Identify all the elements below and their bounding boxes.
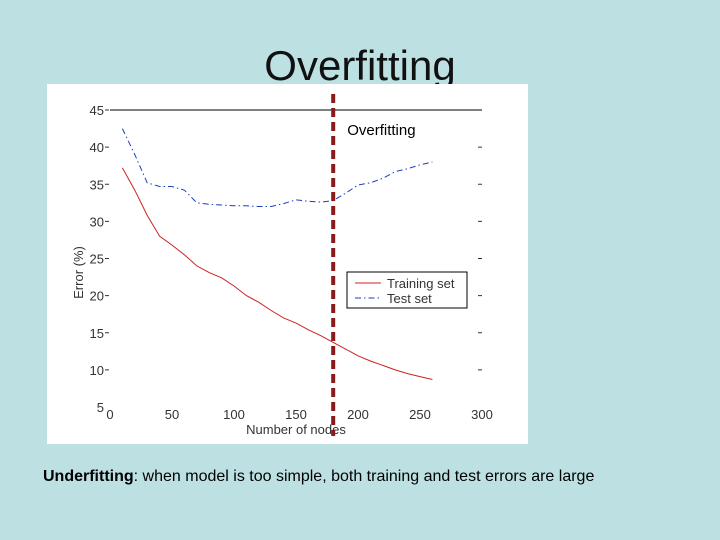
y-tick-label: 15 [90, 326, 104, 341]
y-tick-label: 5 [97, 400, 104, 415]
error-chart: 5 10 15 20 25 30 35 40 45 0 50 100 150 200 250 300 Numbe… [71, 94, 493, 437]
x-tick-label: 50 [165, 407, 179, 422]
x-tick-label: 200 [347, 407, 369, 422]
axes: 5 10 15 20 25 30 35 40 45 0 50 100 150 200 250 300 Numbe… [71, 103, 493, 437]
annotation-layer: Overfitting [331, 94, 416, 436]
y-tick-label: 45 [90, 103, 104, 118]
slide-title: Overfitting [264, 42, 456, 89]
chart-figure: 5 10 15 20 25 30 35 40 45 0 50 100 150 200 250 300 Numbe… [47, 84, 528, 444]
caption: Underfitting: when model is too simple, … [43, 468, 594, 486]
test-set-line [121, 128, 433, 207]
x-tick-label: 100 [223, 407, 245, 422]
overfitting-annotation: Overfitting [347, 122, 415, 139]
legend-box [346, 271, 468, 309]
y-axis-label: Error (%) [71, 246, 86, 299]
caption-term: Underfitting [43, 468, 134, 485]
caption-text: : when model is too simple, both trainin… [133, 468, 595, 485]
y-tick-label: 35 [90, 177, 104, 192]
x-tick-label: 300 [471, 407, 493, 422]
x-tick-label: 0 [106, 407, 113, 422]
series-layer [121, 128, 433, 380]
y-tick-label: 30 [90, 214, 104, 229]
x-tick-label: 150 [285, 407, 307, 422]
x-tick-label: 250 [409, 407, 431, 422]
y-tick-label: 10 [90, 363, 104, 378]
legend-label: Test set [387, 291, 432, 306]
y-tick-label: 40 [90, 140, 104, 155]
y-tick-label: 20 [90, 289, 104, 304]
training-set-line [121, 167, 433, 380]
y-tick-label: 25 [90, 252, 104, 267]
legend-label: Training set [387, 276, 455, 291]
x-axis-label: Number of nodes [246, 422, 346, 437]
